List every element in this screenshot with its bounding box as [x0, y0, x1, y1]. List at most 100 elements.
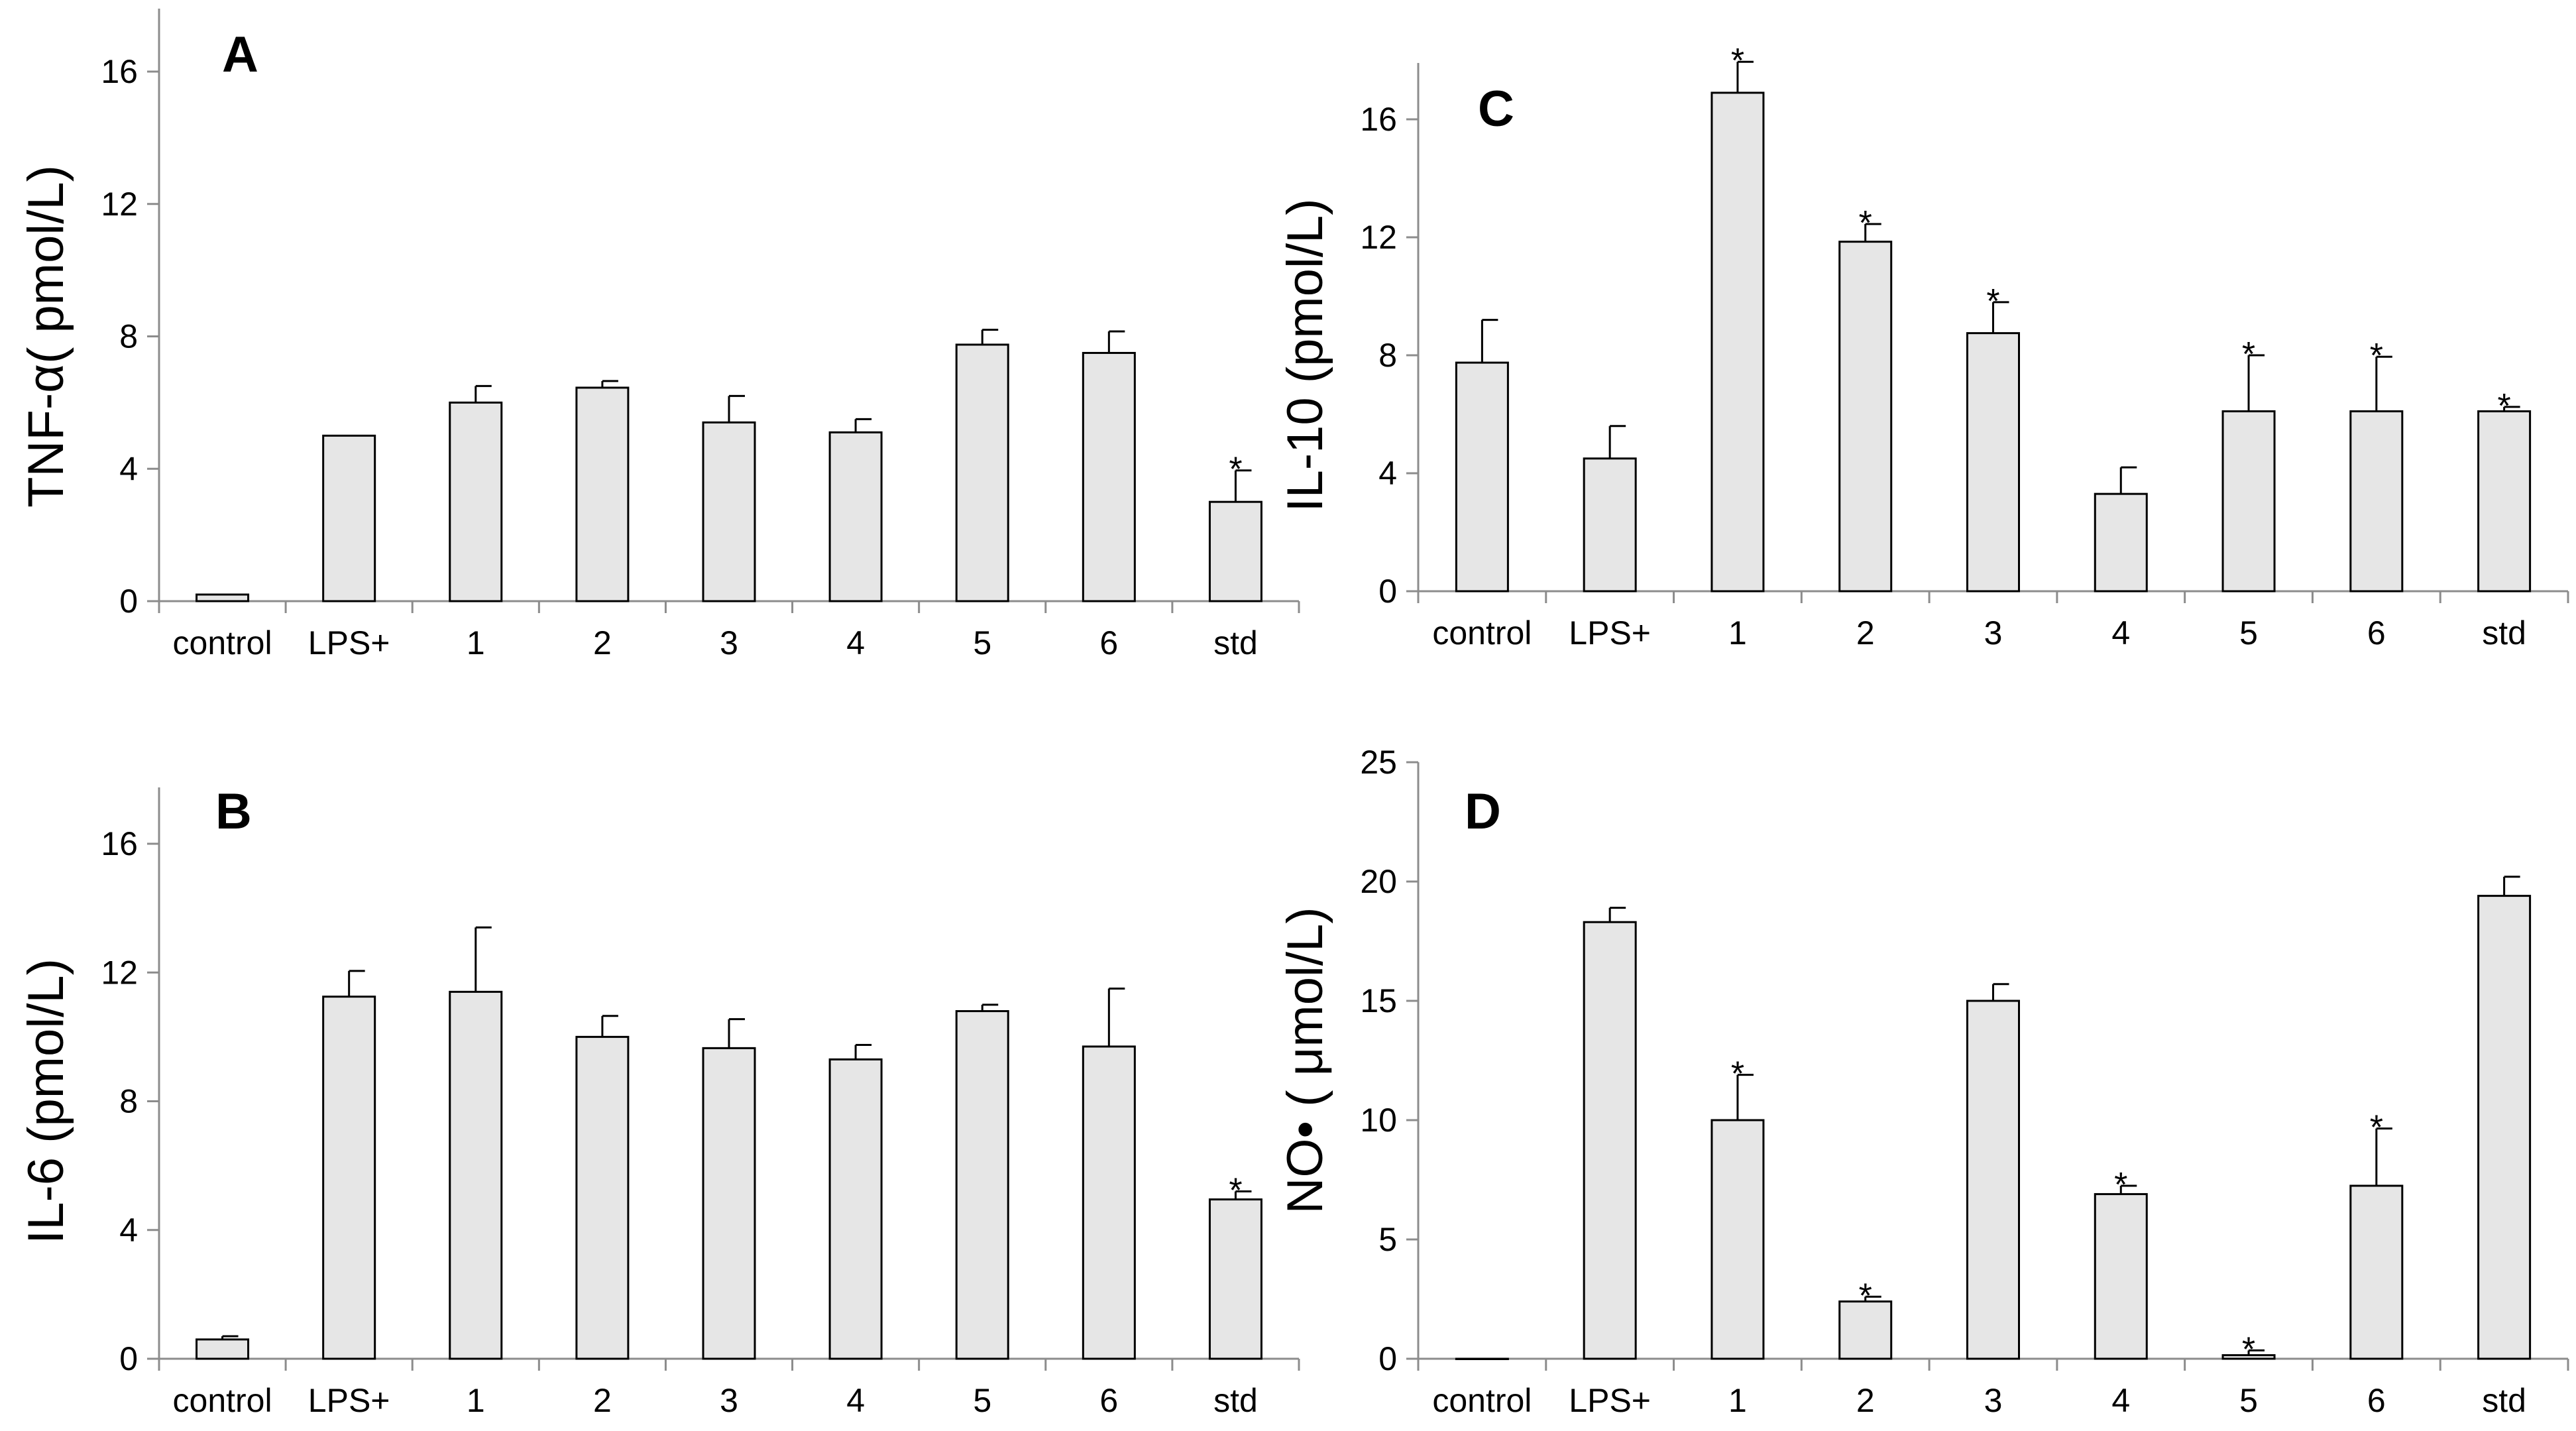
x-category-label: std: [1213, 624, 1258, 661]
y-tick-label: 8: [119, 1083, 138, 1120]
bar-c-control: [1455, 361, 1509, 593]
y-axis-title: IL-10 (pmol/L): [1277, 198, 1333, 512]
x-category-label: 1: [1728, 1382, 1747, 1419]
panel-letter: D: [1465, 783, 1501, 840]
x-category-label: 6: [2367, 1382, 2386, 1419]
significance-star: *: [2242, 335, 2255, 374]
y-tick-label: 0: [119, 583, 138, 620]
significance-star: *: [2370, 337, 2383, 375]
bar-a-6: [1082, 351, 1136, 602]
bar-c-5: [2221, 410, 2276, 593]
bar-a-3: [702, 421, 756, 602]
x-category-label: control: [173, 1382, 272, 1419]
bar-d-4: [2094, 1193, 2148, 1360]
significance-star: *: [2114, 1166, 2127, 1204]
bar-b-4: [828, 1058, 883, 1360]
bar-a-5: [955, 343, 1009, 602]
x-category-label: 4: [2111, 1382, 2130, 1419]
y-tick-label: 8: [1378, 337, 1397, 374]
bar-b-1: [449, 990, 503, 1360]
y-tick-label: 16: [101, 53, 138, 90]
y-tick-label: 16: [1360, 101, 1397, 138]
bar-c-2: [1838, 241, 1893, 593]
y-tick-label: 8: [119, 318, 138, 355]
x-category-label: 5: [973, 624, 991, 661]
bar-d-std: [2477, 895, 2532, 1360]
x-category-label: 5: [2239, 1382, 2258, 1419]
x-category-label: 2: [593, 1382, 612, 1419]
x-category-label: control: [1432, 1382, 1532, 1419]
y-tick-label: 25: [1360, 744, 1397, 781]
y-tick-label: 4: [1378, 455, 1397, 492]
significance-star: *: [2370, 1109, 2383, 1147]
y-axis-title: TNF-α( pmol/L): [18, 165, 74, 508]
x-category-label: std: [2482, 1382, 2526, 1419]
significance-star: *: [1229, 1171, 1242, 1210]
panel-letter: C: [1478, 81, 1514, 137]
bar-b-std: [1208, 1198, 1262, 1360]
bar-d-6: [2349, 1184, 2404, 1360]
y-tick-label: 0: [1378, 573, 1397, 610]
bar-c-1: [1710, 91, 1765, 593]
panel-letter: B: [215, 783, 252, 840]
x-category-label: 6: [1099, 1382, 1118, 1419]
bar-c-4: [2094, 492, 2148, 593]
y-tick-label: 10: [1360, 1102, 1397, 1139]
significance-star: *: [2497, 387, 2510, 426]
x-category-label: control: [173, 624, 272, 661]
bar-b-5: [955, 1010, 1009, 1360]
bar-c-6: [2349, 410, 2404, 593]
y-axis-title: IL-6 (pmol/L): [18, 958, 74, 1244]
bar-d-1: [1710, 1119, 1765, 1360]
x-category-label: 1: [1728, 614, 1747, 652]
x-category-label: 5: [973, 1382, 991, 1419]
significance-star: *: [1859, 204, 1872, 243]
x-category-label: 3: [720, 624, 738, 661]
bar-b-2: [575, 1035, 630, 1360]
y-tick-label: 16: [101, 825, 138, 862]
x-category-label: 2: [1856, 614, 1875, 652]
x-category-label: LPS+: [308, 1382, 390, 1419]
y-tick-label: 0: [1378, 1340, 1397, 1377]
significance-star: *: [1731, 42, 1744, 80]
bar-a-1: [449, 401, 503, 602]
y-tick-label: 5: [1378, 1221, 1397, 1258]
bar-d-3: [1966, 1000, 2020, 1360]
bar-a-2: [575, 386, 630, 602]
y-tick-label: 12: [101, 954, 138, 991]
significance-star: *: [2242, 1330, 2255, 1369]
panel-letter: A: [222, 27, 258, 83]
x-category-label: 1: [467, 1382, 485, 1419]
x-category-label: 2: [593, 624, 612, 661]
bar-a-4: [828, 431, 883, 602]
x-category-label: 6: [2367, 614, 2386, 652]
x-category-label: LPS+: [1569, 1382, 1651, 1419]
x-category-label: std: [2482, 614, 2526, 652]
x-category-label: 2: [1856, 1382, 1875, 1419]
bar-b-lps: [322, 996, 376, 1360]
x-category-label: LPS+: [308, 624, 390, 661]
bar-d-lps: [1583, 921, 1637, 1360]
x-category-label: LPS+: [1569, 614, 1651, 652]
bar-c-std: [2477, 410, 2532, 593]
x-category-label: 4: [846, 1382, 865, 1419]
significance-star: *: [1859, 1277, 1872, 1315]
x-category-label: 6: [1099, 624, 1118, 661]
y-tick-label: 20: [1360, 863, 1397, 900]
x-category-label: 4: [846, 624, 865, 661]
x-category-label: 1: [467, 624, 485, 661]
bar-b-control: [196, 1338, 250, 1360]
x-category-label: 3: [720, 1382, 738, 1419]
bar-a-control: [196, 593, 250, 602]
x-category-label: 3: [1984, 1382, 2003, 1419]
bar-a-lps: [322, 434, 376, 602]
significance-star: *: [1986, 282, 1999, 321]
bar-b-6: [1082, 1045, 1136, 1360]
y-tick-label: 4: [119, 1212, 138, 1249]
y-tick-label: 4: [119, 450, 138, 487]
x-category-label: 5: [2239, 614, 2258, 652]
significance-star: *: [1229, 451, 1242, 489]
x-category-label: std: [1213, 1382, 1258, 1419]
